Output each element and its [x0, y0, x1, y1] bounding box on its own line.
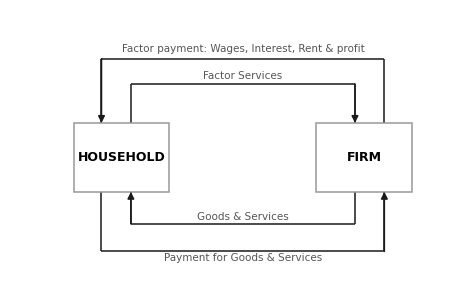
Text: HOUSEHOLD: HOUSEHOLD	[78, 151, 165, 164]
Text: Goods & Services: Goods & Services	[197, 212, 289, 222]
Text: Factor Services: Factor Services	[203, 71, 283, 81]
FancyBboxPatch shape	[316, 123, 412, 192]
Text: Payment for Goods & Services: Payment for Goods & Services	[164, 253, 322, 263]
Text: Factor payment: Wages, Interest, Rent & profit: Factor payment: Wages, Interest, Rent & …	[121, 44, 365, 54]
FancyBboxPatch shape	[74, 123, 169, 192]
Text: FIRM: FIRM	[346, 151, 382, 164]
